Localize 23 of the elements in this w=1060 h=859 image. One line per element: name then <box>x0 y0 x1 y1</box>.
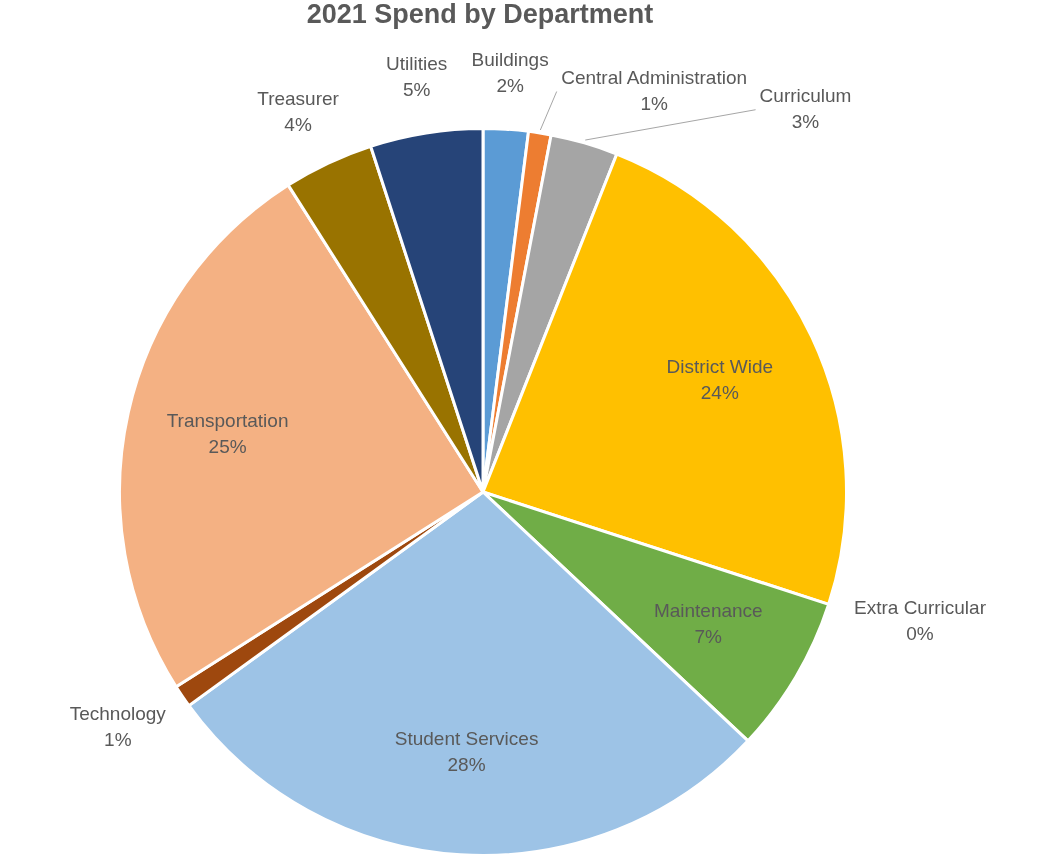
data-label: 25% <box>208 436 247 458</box>
slice-label: Utilities <box>386 52 448 74</box>
data-label: 5% <box>402 78 431 100</box>
data-label: 1% <box>104 729 132 751</box>
slice-label: Student Services <box>394 728 539 750</box>
text: 0% <box>906 622 934 644</box>
data-label: 7% <box>694 626 723 648</box>
slice-label: Transportation <box>166 410 289 432</box>
data-label: 4% <box>284 113 312 135</box>
chart-title: 2021 Spend by Department <box>306 0 654 29</box>
data-label: 1% <box>640 92 668 114</box>
slice-label: Maintenance <box>653 600 763 622</box>
slice-label: Treasurer <box>257 87 340 109</box>
slice-label: Technology <box>69 703 167 725</box>
data-label: 2% <box>496 74 524 96</box>
slice-label: Buildings <box>471 48 549 70</box>
slice-label: District Wide <box>666 355 774 377</box>
category-label: Extra Curricular <box>854 596 986 618</box>
data-label: 3% <box>791 110 820 132</box>
slice-label: Central Administration <box>561 66 748 88</box>
data-label: 24% <box>700 381 739 403</box>
data-label: 28% <box>447 754 486 776</box>
slice-label: Curriculum <box>759 84 852 106</box>
